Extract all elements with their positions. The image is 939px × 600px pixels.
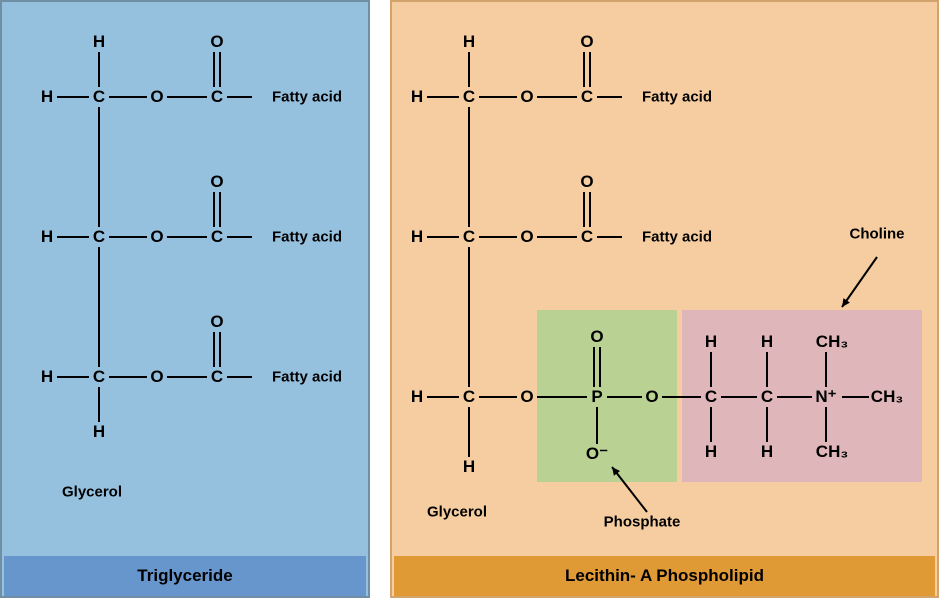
fatty-acid-label: Fatty acid — [642, 229, 712, 246]
atom-H: H — [93, 32, 105, 52]
atom-O: O — [580, 172, 593, 192]
triglyceride-panel: Triglyceride H C O C O Fatty acid H H C O C O Fatty … — [0, 0, 370, 598]
atom-C: C — [211, 367, 223, 387]
atom-CH3: CH₃ — [816, 442, 848, 462]
atom-O: O — [520, 387, 533, 407]
atom-C: C — [581, 227, 593, 247]
lecithin-panel: Lecithin- A Phospholipid H C O C O Fatty acid… — [390, 0, 939, 598]
atom-H: H — [93, 422, 105, 442]
atom-O: O — [520, 227, 533, 247]
atom-O: O — [590, 327, 603, 347]
atom-H: H — [41, 227, 53, 247]
atom-C: C — [463, 87, 475, 107]
atom-H: H — [411, 87, 423, 107]
fatty-acid-label: Fatty acid — [272, 89, 342, 106]
atom-H: H — [41, 87, 53, 107]
atom-O: O — [210, 32, 223, 52]
atom-O: O — [150, 227, 163, 247]
lecithin-title-bar: Lecithin- A Phospholipid — [394, 556, 935, 596]
atom-O: O — [520, 87, 533, 107]
atom-H: H — [761, 442, 773, 462]
phosphate-label: Phosphate — [604, 514, 681, 531]
atom-C: C — [463, 227, 475, 247]
choline-label: Choline — [850, 226, 905, 243]
atom-C: C — [705, 387, 717, 407]
atom-C: C — [93, 227, 105, 247]
atom-H: H — [41, 367, 53, 387]
atom-C: C — [463, 387, 475, 407]
atom-C: C — [581, 87, 593, 107]
glycerol-label: Glycerol — [427, 504, 487, 521]
triglyceride-title-text: Triglyceride — [137, 566, 232, 586]
atom-C: C — [211, 87, 223, 107]
atom-C: C — [761, 387, 773, 407]
atom-H: H — [463, 457, 475, 477]
triglyceride-title-bar: Triglyceride — [4, 556, 366, 596]
comparison-container: Triglyceride H C O C O Fatty acid H H C O C O Fatty … — [0, 0, 939, 598]
atom-H: H — [705, 332, 717, 352]
atom-O: O — [150, 87, 163, 107]
lecithin-title-text: Lecithin- A Phospholipid — [565, 566, 764, 586]
atom-C: C — [211, 227, 223, 247]
atom-O: O — [580, 32, 593, 52]
fatty-acid-label: Fatty acid — [272, 229, 342, 246]
atom-C: C — [93, 87, 105, 107]
atom-CH3: CH₃ — [816, 332, 848, 352]
fatty-acid-label: Fatty acid — [272, 369, 342, 386]
atom-O: O — [150, 367, 163, 387]
atom-C: C — [93, 367, 105, 387]
atom-H: H — [463, 32, 475, 52]
atom-H: H — [411, 227, 423, 247]
atom-O-minus: O⁻ — [586, 444, 608, 464]
atom-N-plus: N⁺ — [815, 387, 836, 407]
atom-CH3: CH₃ — [871, 387, 903, 407]
atom-O: O — [645, 387, 658, 407]
atom-H: H — [761, 332, 773, 352]
atom-O: O — [210, 172, 223, 192]
glycerol-label: Glycerol — [62, 484, 122, 501]
atom-H: H — [411, 387, 423, 407]
fatty-acid-label: Fatty acid — [642, 89, 712, 106]
atom-P: P — [591, 387, 602, 407]
atom-H: H — [705, 442, 717, 462]
atom-O: O — [210, 312, 223, 332]
